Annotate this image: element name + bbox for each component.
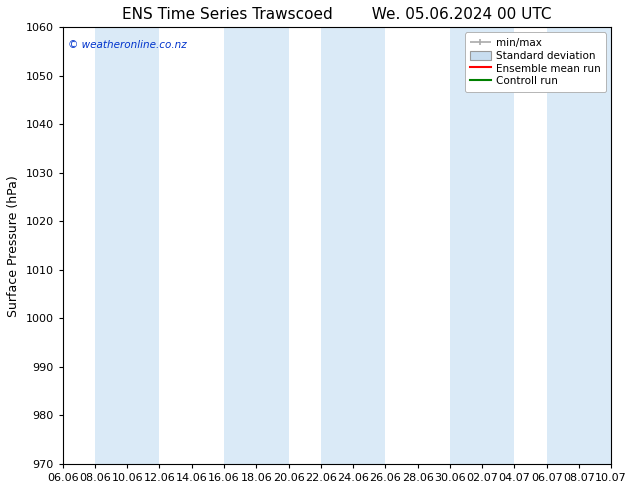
Bar [95,27,160,464]
Bar [450,27,514,464]
Text: © weatheronline.co.nz: © weatheronline.co.nz [68,40,187,50]
Bar [547,27,611,464]
Bar [321,27,385,464]
Bar [224,27,288,464]
Legend: min/max, Standard deviation, Ensemble mean run, Controll run: min/max, Standard deviation, Ensemble me… [465,32,606,92]
Title: ENS Time Series Trawscoed        We. 05.06.2024 00 UTC: ENS Time Series Trawscoed We. 05.06.2024… [122,7,552,22]
Y-axis label: Surface Pressure (hPa): Surface Pressure (hPa) [7,175,20,317]
